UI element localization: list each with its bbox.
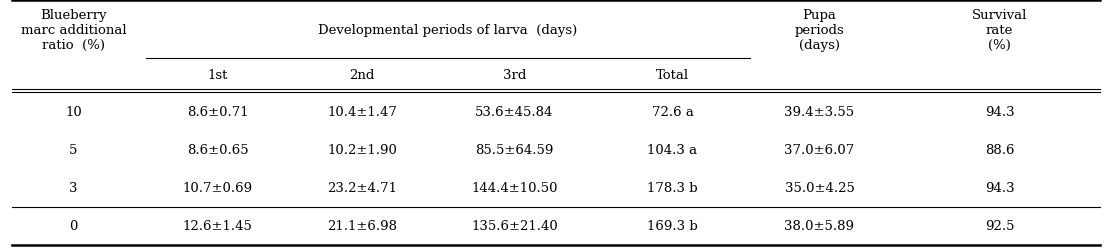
Text: 10.4±1.47: 10.4±1.47: [327, 105, 397, 118]
Text: 12.6±1.45: 12.6±1.45: [182, 219, 252, 232]
Text: 39.4±3.55: 39.4±3.55: [784, 105, 854, 118]
Text: Blueberry
marc additional
ratio  (%): Blueberry marc additional ratio (%): [21, 8, 127, 51]
Text: 169.3 b: 169.3 b: [647, 219, 698, 232]
Text: 92.5: 92.5: [985, 219, 1014, 232]
Text: 178.3 b: 178.3 b: [647, 181, 698, 194]
Text: 135.6±21.40: 135.6±21.40: [471, 219, 558, 232]
Text: 2nd: 2nd: [349, 69, 375, 82]
Text: 1st: 1st: [208, 69, 228, 82]
Text: 94.3: 94.3: [985, 181, 1014, 194]
Text: 8.6±0.65: 8.6±0.65: [187, 143, 248, 156]
Text: Developmental periods of larva  (days): Developmental periods of larva (days): [318, 24, 577, 36]
Text: 10: 10: [66, 105, 82, 118]
Text: 0: 0: [69, 219, 78, 232]
Text: 10.7±0.69: 10.7±0.69: [182, 181, 252, 194]
Text: Survival
rate
(%): Survival rate (%): [972, 8, 1027, 51]
Text: 10.2±1.90: 10.2±1.90: [327, 143, 397, 156]
Text: 144.4±10.50: 144.4±10.50: [471, 181, 557, 194]
Text: 23.2±4.71: 23.2±4.71: [327, 181, 397, 194]
Text: Pupa
periods
(days): Pupa periods (days): [795, 8, 844, 51]
Text: 104.3 a: 104.3 a: [647, 143, 697, 156]
Text: 5: 5: [69, 143, 78, 156]
Text: 35.0±4.25: 35.0±4.25: [784, 181, 854, 194]
Text: 85.5±64.59: 85.5±64.59: [475, 143, 554, 156]
Text: 88.6: 88.6: [985, 143, 1014, 156]
Text: 94.3: 94.3: [985, 105, 1014, 118]
Text: 37.0±6.07: 37.0±6.07: [784, 143, 854, 156]
Text: 3rd: 3rd: [503, 69, 526, 82]
Text: 53.6±45.84: 53.6±45.84: [475, 105, 554, 118]
Text: 72.6 a: 72.6 a: [652, 105, 694, 118]
Text: 3: 3: [69, 181, 78, 194]
Text: 8.6±0.71: 8.6±0.71: [187, 105, 248, 118]
Text: Total: Total: [656, 69, 689, 82]
Text: 21.1±6.98: 21.1±6.98: [327, 219, 397, 232]
Text: 38.0±5.89: 38.0±5.89: [784, 219, 854, 232]
